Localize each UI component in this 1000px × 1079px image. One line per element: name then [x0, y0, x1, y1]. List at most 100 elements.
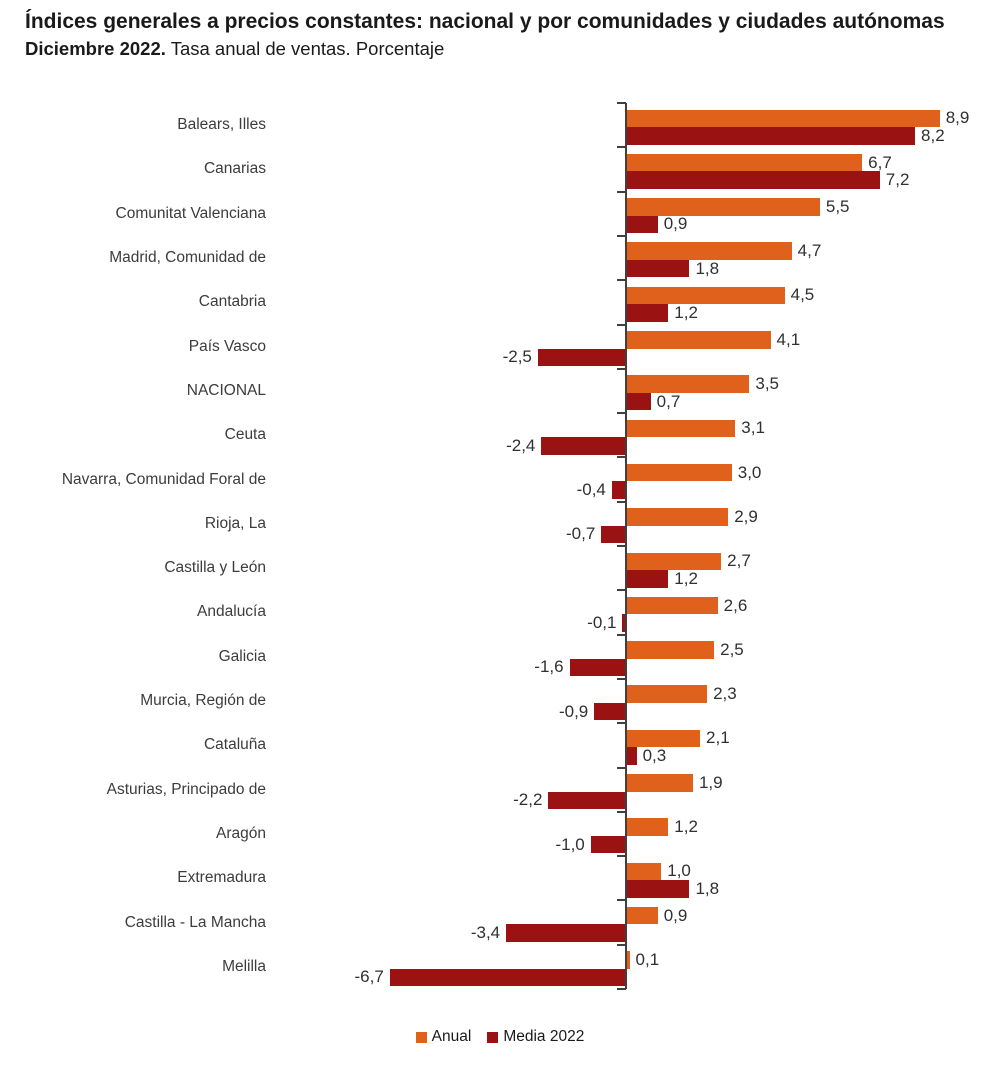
anual-value-label: 1,9	[698, 772, 723, 792]
media-bar	[626, 127, 916, 145]
media-bar	[626, 392, 651, 411]
media-value-label: 0,9	[663, 214, 688, 234]
axis-tick	[617, 943, 626, 946]
category-label: Madrid, Comunidad de	[109, 249, 266, 267]
axis-tick	[617, 323, 626, 326]
media-value-label: -1,6	[534, 657, 564, 677]
anual-value-label: 3,5	[755, 374, 780, 394]
media-bar	[569, 658, 626, 677]
anual-value-label: 2,3	[713, 684, 737, 704]
axis-tick	[617, 589, 626, 592]
media-bar	[537, 348, 626, 366]
category-label: Balears, Illes	[177, 116, 266, 134]
media-bar	[548, 791, 626, 809]
category-label: Melilla	[222, 957, 266, 975]
axis-tick	[617, 412, 626, 415]
category-label: NACIONAL	[186, 381, 266, 399]
media-bar	[622, 614, 626, 632]
category-label: Navarra, Comunidad Foral de	[61, 470, 266, 488]
media-value-label: -0,9	[558, 701, 589, 721]
anual-bar	[626, 331, 771, 349]
legend-label: Anual	[431, 1028, 472, 1045]
category-label: Andalucía	[197, 603, 266, 621]
media-bar	[590, 835, 626, 854]
anual-bar	[626, 951, 630, 969]
anual-bar	[626, 818, 669, 836]
anual-value-label: 6,7	[868, 152, 892, 172]
axis-tick	[617, 500, 626, 503]
bar-chart: Balears, Illes 8,9 8,2 Canarias 6,7 7,2 Comuni…	[61, 102, 970, 990]
anual-bar	[626, 508, 729, 526]
anual-value-label: 1,0	[667, 861, 691, 881]
media-bar	[626, 304, 669, 322]
media-value-label: 0,3	[642, 745, 667, 765]
anual-value-label: 3,1	[741, 418, 765, 438]
legend-swatch	[415, 1031, 427, 1043]
chart-header: Índices generales a precios constantes: …	[25, 8, 955, 60]
media-value-label: -6,7	[354, 967, 384, 987]
media-value-label: -3,4	[470, 923, 501, 943]
chart-legend: Anual Media 2022	[0, 1026, 1000, 1048]
media-value-label: 1,8	[695, 878, 720, 898]
anual-bar	[626, 463, 732, 482]
axis-tick	[617, 810, 626, 813]
media-bar	[626, 171, 880, 189]
axis-tick	[617, 677, 626, 680]
media-value-label: -0,1	[587, 613, 617, 633]
category-label: Cataluña	[203, 736, 266, 754]
anual-bar	[626, 153, 863, 172]
anual-bar	[626, 596, 718, 615]
anual-value-label: 4,1	[776, 329, 801, 349]
media-bar	[626, 880, 690, 898]
axis-tick	[617, 722, 626, 725]
anual-bar	[626, 552, 722, 570]
media-value-label: -2,4	[506, 435, 536, 455]
subtitle-measure: Tasa anual de ventas. Porcentaje	[165, 38, 445, 59]
media-bar	[541, 437, 626, 455]
axis-line	[625, 103, 627, 989]
category-label: Comunitat Valenciana	[115, 204, 267, 222]
anual-bar	[626, 375, 750, 393]
anual-bar	[626, 729, 701, 748]
category-label: Castilla y León	[164, 559, 266, 577]
category-label: Ceuta	[224, 426, 266, 444]
anual-value-label: 2,5	[720, 639, 744, 659]
media-value-label: 7,2	[885, 170, 910, 190]
media-bar	[594, 702, 626, 721]
axis-tick	[617, 279, 626, 282]
legend-item: Anual	[415, 1028, 472, 1046]
category-label: Murcia, Región de	[140, 692, 266, 710]
page-title: Índices generales a precios constantes: …	[25, 10, 945, 33]
axis-tick	[617, 988, 626, 990]
category-label: Castilla - La Mancha	[124, 913, 266, 931]
media-value-label: -2,5	[502, 347, 532, 367]
anual-value-label: 3,0	[737, 462, 762, 482]
category-label: Asturias, Principado de	[106, 780, 266, 798]
media-bar	[389, 968, 626, 987]
anual-value-label: 4,5	[790, 285, 815, 305]
anual-value-label: 2,1	[706, 728, 730, 748]
axis-tick	[617, 766, 626, 769]
category-label: Cantabria	[198, 293, 266, 311]
media-value-label: -0,7	[566, 524, 596, 544]
legend-swatch	[487, 1031, 499, 1043]
media-bar	[506, 924, 626, 942]
subtitle-period: Diciembre 2022.	[25, 38, 166, 59]
anual-value-label: 2,9	[734, 506, 758, 526]
anual-value-label: 1,2	[674, 817, 698, 837]
axis-tick	[617, 456, 626, 459]
axis-tick	[617, 234, 626, 237]
anual-value-label: 2,6	[723, 595, 748, 615]
anual-bar	[626, 641, 715, 659]
legend-label: Media 2022	[503, 1028, 585, 1045]
category-label: Aragón	[216, 824, 266, 842]
anual-bar	[626, 242, 792, 260]
anual-bar	[626, 685, 708, 703]
category-label: Extremadura	[177, 869, 266, 887]
anual-bar	[626, 286, 785, 305]
media-value-label: 1,8	[695, 258, 720, 278]
media-bar	[611, 481, 626, 499]
anual-value-label: 8,9	[945, 108, 970, 128]
axis-tick	[617, 102, 626, 104]
